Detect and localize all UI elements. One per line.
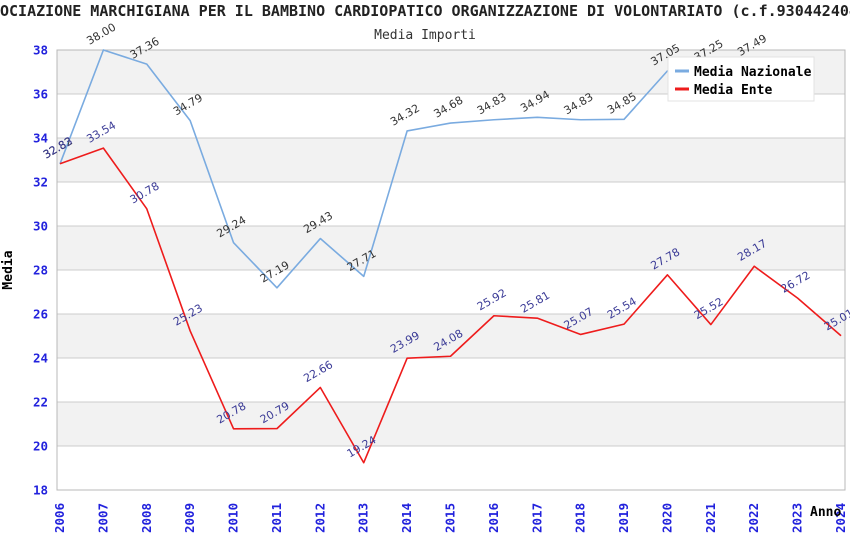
data-point-label: 38.00 (84, 21, 118, 48)
y-tick-label: 24 (33, 351, 48, 366)
x-tick-label: 2006 (52, 503, 67, 533)
legend: Media Nazionale Media Ente (667, 56, 815, 102)
x-tick-label: 2009 (182, 503, 197, 533)
x-tick-labels: 2006 2007 2008 2009 2010 2011 2012 2013 2014 2015… (52, 503, 848, 533)
legend-label-ente: Media Ente (694, 83, 772, 98)
x-tick-label: 2011 (269, 503, 284, 533)
x-axis-title: Anno (810, 505, 841, 520)
y-axis-title: Media (1, 250, 16, 289)
y-tick-label: 20 (33, 439, 48, 454)
x-tick-label: 2008 (139, 503, 154, 533)
x-tick-label: 2014 (399, 503, 414, 533)
plot-band (57, 446, 845, 490)
legend-label-nazionale: Media Nazionale (694, 65, 812, 80)
plot-band (57, 138, 845, 182)
x-tick-label: 2022 (746, 503, 761, 533)
series-lines (59, 49, 842, 464)
y-tick-label: 22 (33, 395, 48, 410)
plot-band (57, 270, 845, 314)
x-tick-label: 2012 (312, 503, 327, 533)
x-tick-label: 2019 (616, 503, 631, 533)
x-tick-label: 2018 (573, 503, 588, 533)
x-tick-label: 2010 (226, 503, 241, 533)
x-tick-label: 2017 (529, 503, 544, 533)
y-tick-label: 34 (33, 131, 48, 146)
x-tick-label: 2020 (659, 503, 674, 533)
plot-band (57, 358, 845, 402)
y-tick-label: 28 (33, 263, 48, 278)
y-tick-label: 26 (33, 307, 48, 322)
plot-band (57, 402, 845, 446)
legend-box (667, 56, 815, 102)
plot-band (57, 182, 845, 226)
x-tick-label: 2023 (790, 503, 805, 533)
x-tick-label: 2013 (356, 503, 371, 533)
y-tick-label: 30 (33, 219, 48, 234)
plot-frame (56, 49, 846, 491)
y-tick-label: 32 (33, 175, 48, 190)
series-line-ente (59, 147, 842, 464)
chart-title: OCIAZIONE MARCHIGIANA PER IL BAMBINO CAR… (0, 2, 850, 20)
y-tick-label: 18 (33, 483, 48, 498)
x-tick-label: 2016 (486, 503, 501, 533)
x-tick-label: 2007 (95, 503, 110, 533)
x-tick-label: 2015 (443, 503, 458, 533)
x-tick-label: 2024 (833, 503, 848, 533)
chart-subtitle: Media Importi (374, 28, 476, 43)
series-line-nazionale (59, 49, 755, 289)
x-tick-label: 2021 (703, 503, 718, 533)
gridlines (57, 93, 845, 447)
plot-band (57, 226, 845, 270)
y-tick-label: 38 (33, 43, 48, 58)
y-tick-labels: 38 36 34 32 30 28 26 24 22 20 18 (33, 43, 48, 498)
y-tick-label: 36 (33, 87, 48, 102)
